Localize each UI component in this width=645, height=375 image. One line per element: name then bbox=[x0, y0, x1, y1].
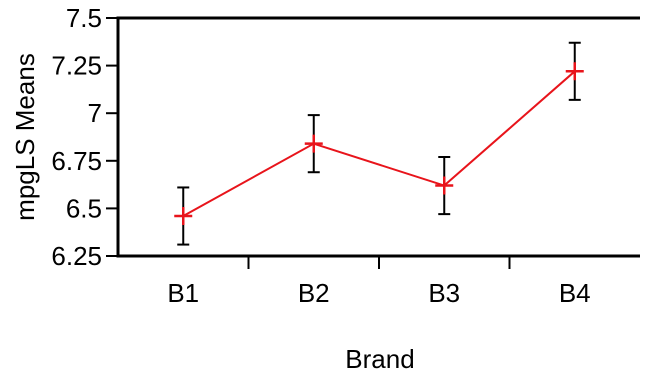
y-tick-label: 7.5 bbox=[66, 3, 102, 33]
data-point bbox=[435, 176, 454, 195]
series-line-group bbox=[182, 70, 576, 217]
y-tick-label: 6.5 bbox=[66, 193, 102, 223]
y-tick-label: 7 bbox=[88, 98, 102, 128]
y-tick-label: 6.25 bbox=[51, 241, 102, 271]
data-point bbox=[174, 207, 193, 226]
x-tick-label: B4 bbox=[559, 278, 591, 308]
x-tick-label: B2 bbox=[298, 278, 330, 308]
error-bars bbox=[177, 41, 581, 246]
y-tick-label: 6.75 bbox=[51, 146, 102, 176]
y-tick-label: 7.25 bbox=[51, 51, 102, 81]
x-axis-title: Brand bbox=[345, 344, 414, 374]
data-point bbox=[304, 134, 323, 153]
markers bbox=[174, 62, 584, 226]
x-axis: B1 B2 B3 B4 bbox=[167, 256, 591, 308]
plot-frame bbox=[116, 16, 640, 258]
series-line bbox=[182, 70, 576, 217]
data-point bbox=[565, 62, 584, 81]
x-tick-label: B1 bbox=[167, 278, 199, 308]
y-axis-title: mpgLS Means bbox=[10, 53, 40, 221]
x-tick-label: B3 bbox=[428, 278, 460, 308]
y-axis: 6.25 6.5 6.75 7 7.25 7.5 bbox=[51, 3, 118, 271]
